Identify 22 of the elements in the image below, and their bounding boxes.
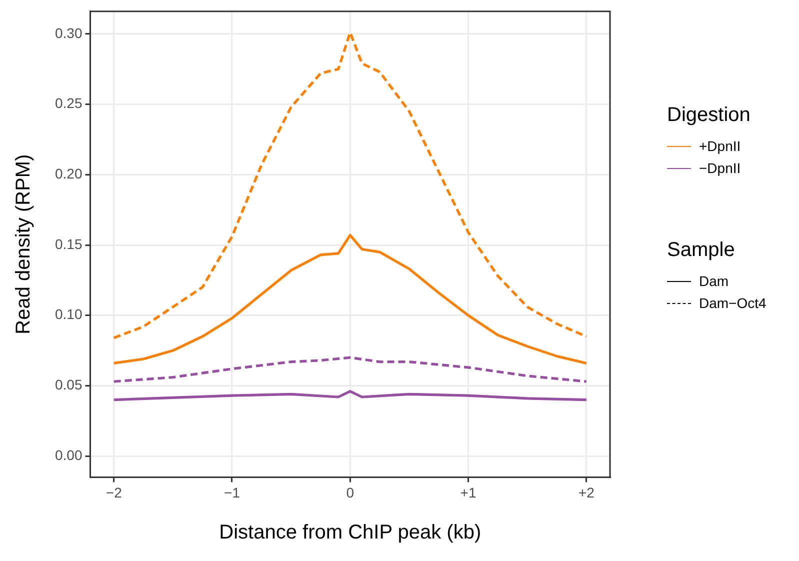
x-tick-label: 0 — [346, 484, 354, 500]
line-series — [112, 31, 588, 340]
text: Sample — [667, 239, 736, 262]
y-tick-label: 0.30 — [55, 24, 82, 41]
legend-label: +DpnII — [699, 138, 741, 154]
y-tick-label: 0.00 — [55, 446, 82, 463]
legend-title: Digestion — [667, 104, 752, 127]
x-tick-label: −2 — [106, 484, 122, 500]
line-series — [112, 356, 588, 383]
y-tick-label: 0.05 — [55, 376, 82, 393]
y-axis-title: Read density (RPM) — [12, 154, 35, 334]
x-tick-label: +2 — [578, 484, 595, 500]
text: Dam−Oct4 — [699, 295, 766, 311]
y-tick-label: 0.20 — [55, 166, 82, 182]
x-tick-label: +1 — [460, 484, 476, 500]
text: Dam — [699, 273, 729, 289]
y-tick-label: 0.15 — [55, 236, 82, 252]
y-tick-label: 0.25 — [55, 95, 82, 112]
x-axis-title: Distance from ChIP peak (kb) — [219, 522, 482, 544]
y-tick-label: 0.10 — [55, 306, 82, 322]
x-tick-label: −1 — [224, 484, 240, 500]
legend-label: −DpnII — [699, 160, 741, 176]
